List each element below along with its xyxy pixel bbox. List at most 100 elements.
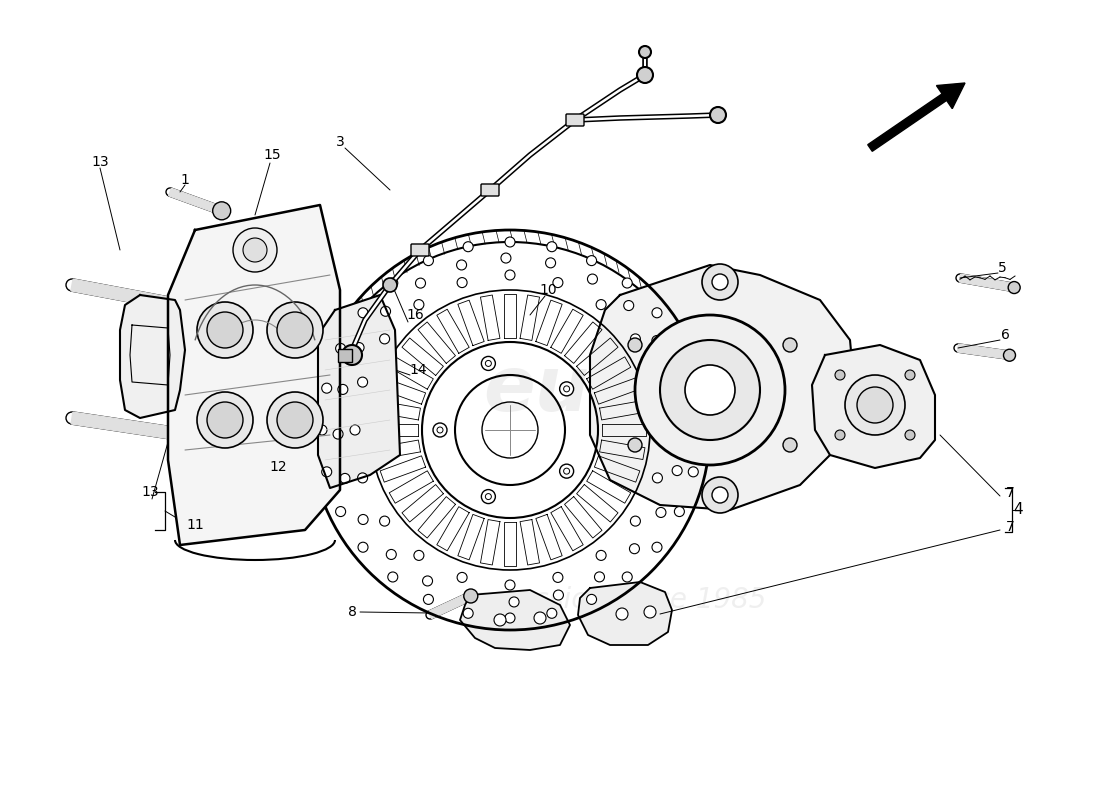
- Circle shape: [674, 343, 684, 354]
- Circle shape: [672, 466, 682, 475]
- Text: 3: 3: [336, 135, 344, 149]
- Circle shape: [674, 506, 684, 517]
- Circle shape: [379, 334, 389, 344]
- Circle shape: [712, 274, 728, 290]
- Circle shape: [710, 107, 726, 123]
- Circle shape: [212, 202, 231, 220]
- Polygon shape: [120, 295, 185, 418]
- Circle shape: [456, 260, 466, 270]
- Text: 10: 10: [539, 283, 557, 297]
- Circle shape: [464, 592, 474, 602]
- Polygon shape: [590, 265, 855, 510]
- Circle shape: [414, 550, 424, 560]
- Circle shape: [639, 46, 651, 58]
- Circle shape: [547, 242, 557, 252]
- Circle shape: [553, 590, 563, 600]
- Circle shape: [689, 467, 698, 477]
- Circle shape: [458, 278, 468, 287]
- Circle shape: [560, 464, 573, 478]
- Polygon shape: [70, 279, 206, 316]
- Circle shape: [596, 300, 606, 310]
- Circle shape: [458, 573, 468, 582]
- Circle shape: [616, 608, 628, 620]
- Text: 4: 4: [1013, 502, 1023, 518]
- Circle shape: [652, 377, 662, 387]
- Circle shape: [546, 258, 556, 268]
- Circle shape: [482, 357, 495, 370]
- Text: eurOparts: eurOparts: [483, 353, 917, 427]
- Circle shape: [835, 370, 845, 380]
- Text: 13: 13: [91, 155, 109, 169]
- Polygon shape: [957, 344, 1010, 359]
- Circle shape: [321, 383, 332, 393]
- Circle shape: [905, 430, 915, 440]
- Circle shape: [594, 572, 605, 582]
- Text: 13: 13: [141, 485, 158, 499]
- Circle shape: [712, 487, 728, 503]
- Circle shape: [628, 338, 642, 352]
- Circle shape: [505, 613, 515, 623]
- Circle shape: [553, 573, 563, 582]
- Circle shape: [416, 278, 426, 288]
- Polygon shape: [318, 295, 400, 488]
- Circle shape: [629, 544, 639, 554]
- Circle shape: [596, 550, 606, 560]
- Circle shape: [267, 302, 323, 358]
- Circle shape: [482, 490, 495, 503]
- Circle shape: [267, 392, 323, 448]
- Circle shape: [333, 429, 343, 439]
- Circle shape: [336, 343, 345, 354]
- Circle shape: [505, 580, 515, 590]
- Circle shape: [494, 614, 506, 626]
- Circle shape: [463, 242, 473, 252]
- Polygon shape: [72, 412, 206, 444]
- Circle shape: [277, 402, 313, 438]
- Circle shape: [424, 256, 433, 266]
- Circle shape: [587, 274, 597, 284]
- Circle shape: [623, 278, 632, 288]
- Circle shape: [845, 375, 905, 435]
- Polygon shape: [460, 590, 570, 650]
- Circle shape: [586, 594, 596, 604]
- Circle shape: [233, 228, 277, 272]
- Circle shape: [905, 370, 915, 380]
- Polygon shape: [578, 582, 672, 645]
- Text: 11: 11: [186, 518, 204, 532]
- Text: 12: 12: [270, 460, 287, 474]
- Bar: [338, 349, 352, 362]
- Circle shape: [358, 542, 368, 552]
- Circle shape: [676, 421, 688, 431]
- Text: 8: 8: [348, 605, 356, 619]
- Circle shape: [381, 306, 390, 316]
- Circle shape: [635, 315, 785, 465]
- Circle shape: [359, 514, 369, 525]
- Circle shape: [277, 312, 313, 348]
- Circle shape: [628, 438, 642, 452]
- Circle shape: [422, 576, 432, 586]
- Circle shape: [660, 425, 670, 435]
- Circle shape: [693, 425, 703, 435]
- Circle shape: [207, 312, 243, 348]
- Circle shape: [553, 278, 563, 287]
- Text: 14: 14: [409, 363, 427, 377]
- Circle shape: [336, 506, 345, 517]
- Circle shape: [424, 594, 433, 604]
- Circle shape: [379, 516, 389, 526]
- Circle shape: [505, 237, 515, 247]
- Text: a passion since 1985: a passion since 1985: [474, 586, 767, 614]
- Circle shape: [685, 365, 735, 415]
- Text: 16: 16: [406, 308, 424, 322]
- Circle shape: [340, 474, 350, 483]
- Polygon shape: [959, 274, 1015, 291]
- Circle shape: [857, 387, 893, 423]
- FancyBboxPatch shape: [411, 244, 429, 256]
- Circle shape: [652, 473, 662, 483]
- Circle shape: [1003, 350, 1015, 362]
- Circle shape: [586, 256, 596, 266]
- Circle shape: [386, 550, 396, 559]
- Circle shape: [383, 278, 397, 292]
- Circle shape: [783, 438, 798, 452]
- Text: 15: 15: [263, 148, 280, 162]
- Circle shape: [656, 507, 666, 518]
- FancyBboxPatch shape: [566, 114, 584, 126]
